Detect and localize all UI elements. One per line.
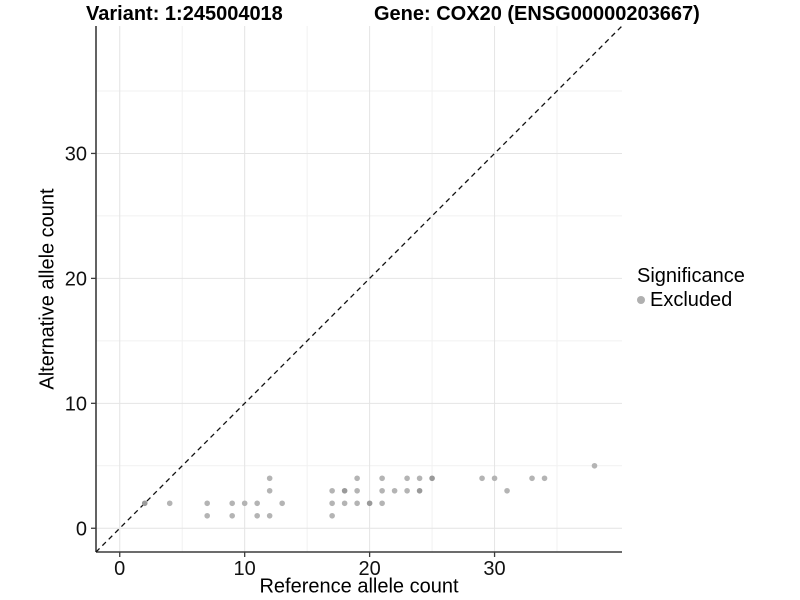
data-point bbox=[379, 475, 385, 482]
y-axis-label: Alternative allele count bbox=[36, 188, 59, 390]
data-point bbox=[241, 500, 248, 507]
data-point bbox=[229, 512, 235, 519]
data-point bbox=[141, 500, 148, 507]
data-point bbox=[416, 487, 423, 494]
plot-title-variant: Variant: 1:245004018 bbox=[86, 3, 283, 25]
data-point bbox=[329, 500, 335, 507]
data-point bbox=[254, 500, 260, 507]
legend-point-icon bbox=[637, 296, 645, 304]
data-point bbox=[404, 487, 410, 494]
identity-line bbox=[95, 25, 623, 553]
data-point bbox=[541, 475, 548, 482]
x-axis-label: Reference allele count bbox=[259, 575, 459, 598]
legend: Significance Excluded bbox=[637, 263, 745, 311]
data-point bbox=[354, 475, 360, 482]
data-point bbox=[354, 487, 360, 494]
x-tick-label: 0 bbox=[114, 558, 125, 580]
data-point bbox=[379, 500, 385, 507]
legend-item-label: Excluded bbox=[650, 289, 733, 311]
data-point bbox=[266, 512, 273, 519]
data-point bbox=[366, 500, 373, 507]
data-point bbox=[266, 487, 273, 494]
data-point bbox=[204, 500, 210, 507]
data-point bbox=[229, 500, 235, 507]
legend-item-excluded: Excluded bbox=[637, 289, 745, 311]
y-tick-label: 10 bbox=[65, 393, 87, 415]
data-point bbox=[329, 487, 335, 494]
data-point bbox=[254, 512, 260, 519]
data-point bbox=[379, 487, 385, 494]
data-point bbox=[341, 500, 348, 507]
data-point bbox=[166, 500, 173, 507]
data-point bbox=[479, 475, 485, 482]
data-point bbox=[266, 475, 273, 482]
data-point bbox=[529, 475, 535, 482]
y-tick-label: 20 bbox=[65, 268, 87, 290]
plot-title-gene: Gene: COX20 (ENSG00000203667) bbox=[374, 3, 700, 25]
data-point bbox=[329, 512, 335, 519]
data-point bbox=[354, 500, 360, 507]
data-point bbox=[491, 475, 498, 482]
data-point bbox=[591, 462, 598, 469]
data-point bbox=[341, 487, 348, 494]
data-point bbox=[279, 500, 285, 507]
data-point bbox=[404, 475, 410, 482]
data-point bbox=[504, 487, 510, 494]
y-tick-label: 0 bbox=[76, 518, 87, 540]
data-point bbox=[416, 475, 423, 482]
x-tick-label: 20 bbox=[358, 558, 380, 580]
legend-title: Significance bbox=[637, 265, 745, 287]
data-point bbox=[204, 512, 210, 519]
y-tick-label: 30 bbox=[65, 143, 87, 165]
data-point bbox=[429, 475, 435, 482]
x-tick-label: 10 bbox=[234, 558, 256, 580]
x-tick-label: 30 bbox=[483, 558, 505, 580]
data-point bbox=[391, 487, 398, 494]
